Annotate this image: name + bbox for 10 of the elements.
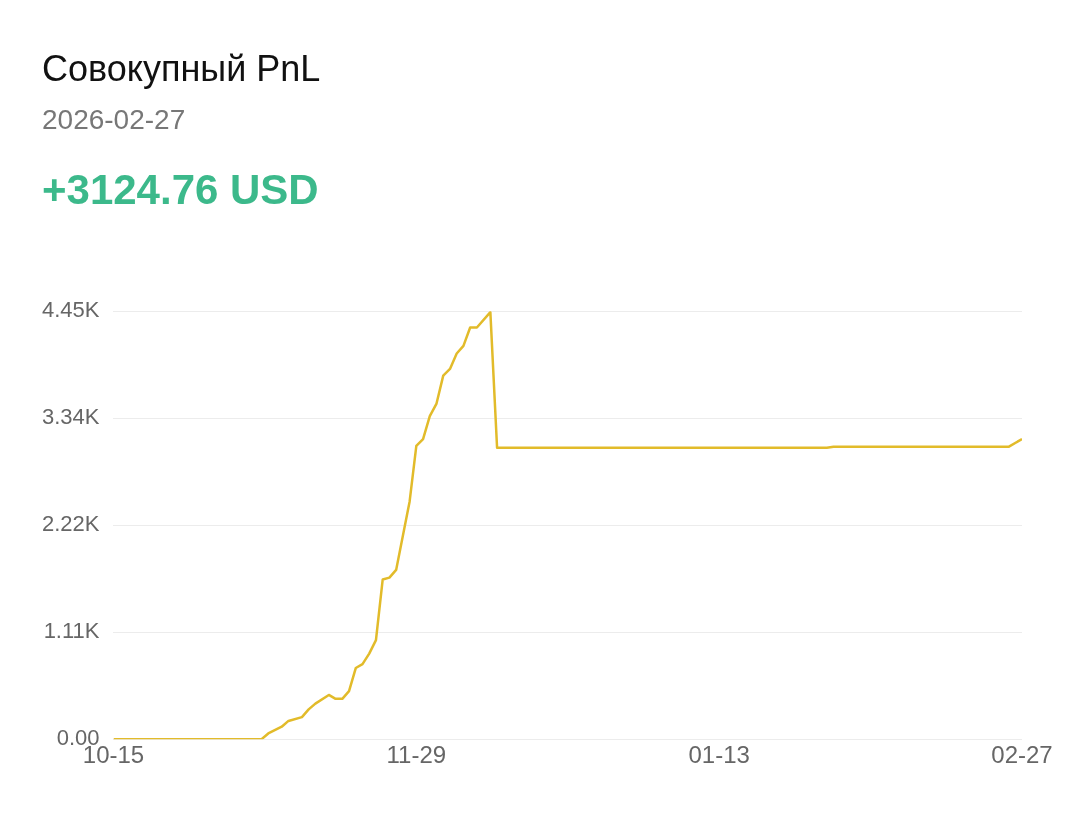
y-tick-label: 1.11K: [43, 618, 100, 644]
x-tick-label: 02-27: [991, 741, 1053, 769]
chart-title: Совокупный PnL: [42, 48, 322, 90]
y-tick-label: 3.34K: [41, 404, 100, 430]
chart-subtitle: 2026-02-27: [42, 104, 187, 136]
x-tick-label: 11-29: [386, 741, 447, 769]
y-tick-label: 4.45K: [41, 297, 100, 323]
y-tick-label: 2.22K: [41, 511, 100, 537]
text: +3124.76 USD: [42, 166, 320, 214]
x-tick-label: 01-13: [688, 741, 750, 769]
